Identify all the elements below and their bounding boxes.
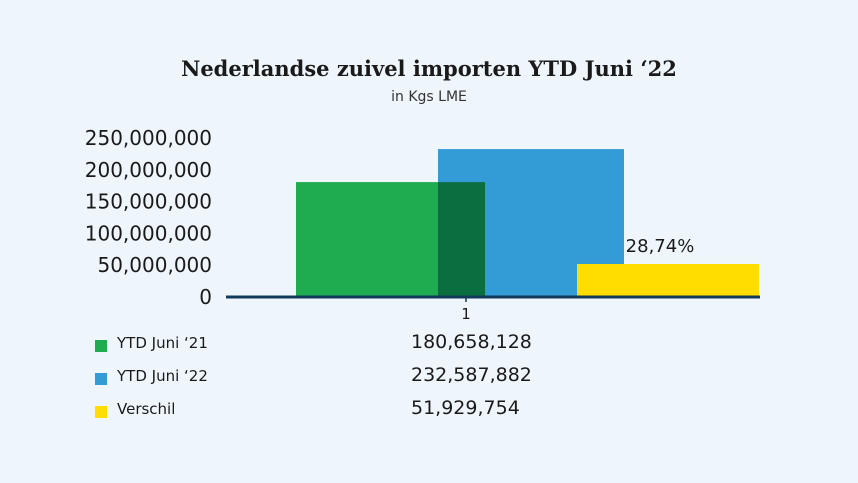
legend-row-ytd-22: YTD Juni ‘22 232,587,882 xyxy=(95,363,555,396)
y-tick-label: 250,000,000 xyxy=(85,126,212,150)
legend-value-verschil: 51,929,754 xyxy=(411,397,520,419)
x-tick-label: 1 xyxy=(461,305,471,323)
y-tick-label: 0 xyxy=(199,285,212,309)
y-tick-label: 150,000,000 xyxy=(85,190,212,214)
chart-title: Nederlandse zuivel importen YTD Juni ‘22 xyxy=(181,56,677,81)
y-tick-label: 100,000,000 xyxy=(85,221,212,245)
chart-subtitle: in Kgs LME xyxy=(391,89,467,105)
y-tick-label: 200,000,000 xyxy=(85,158,212,182)
bar-overlap xyxy=(438,182,485,297)
bar-verschil xyxy=(577,263,759,297)
data-label-verschil: 28,74% xyxy=(626,236,695,257)
legend-row-verschil: Verschil 51,929,754 xyxy=(95,396,555,429)
legend-swatch-verschil xyxy=(95,406,107,418)
legend-label-verschil: Verschil xyxy=(117,400,176,418)
legend-swatch-ytd-21 xyxy=(95,340,107,352)
bar-chart: 0 50,000,000 100,000,000 150,000,000 200,000… xyxy=(85,126,760,323)
legend-value-ytd-22: 232,587,882 xyxy=(411,364,532,386)
legend-swatch-ytd-22 xyxy=(95,373,107,385)
legend-label-ytd-22: YTD Juni ‘22 xyxy=(117,367,208,385)
legend-label-ytd-21: YTD Juni ‘21 xyxy=(117,334,208,352)
legend-value-ytd-21: 180,658,128 xyxy=(411,331,532,353)
y-tick-label: 50,000,000 xyxy=(97,253,212,277)
legend-row-ytd-21: YTD Juni ‘21 180,658,128 xyxy=(95,330,555,363)
legend-table: YTD Juni ‘21 180,658,128 YTD Juni ‘22 23… xyxy=(95,330,555,429)
